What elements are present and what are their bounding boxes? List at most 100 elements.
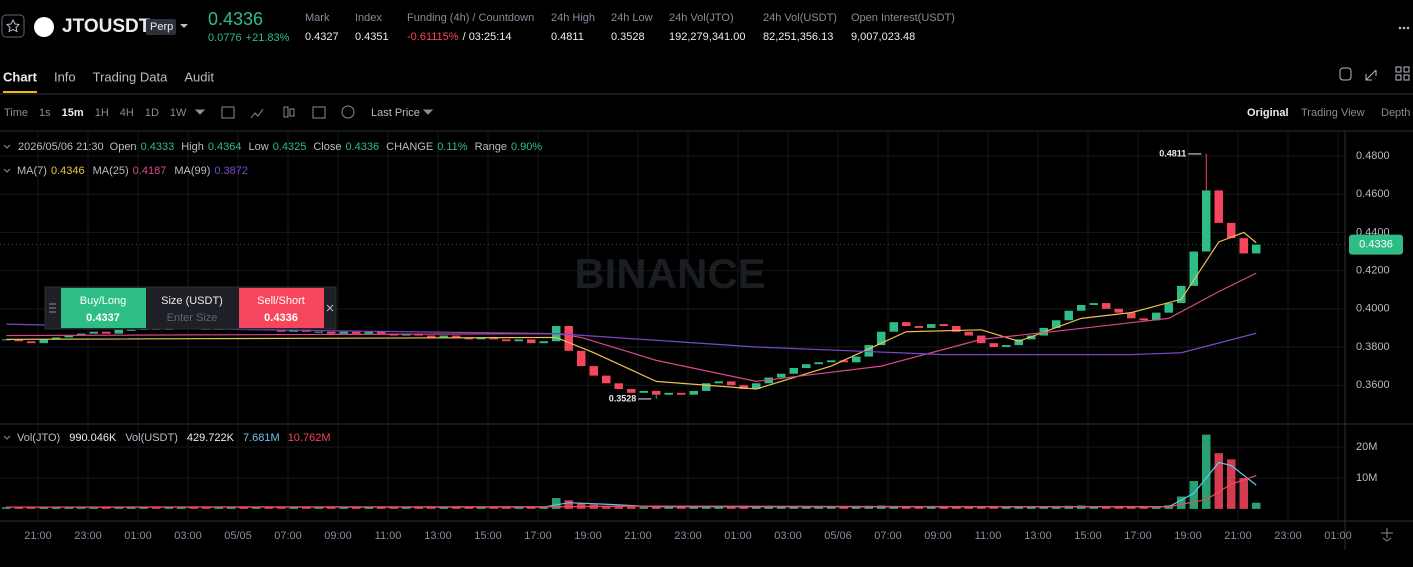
toolbar-icons[interactable] xyxy=(194,105,1393,542)
ma-name: MA(25) xyxy=(93,165,129,177)
candle xyxy=(39,339,48,344)
volume-bar xyxy=(964,507,973,509)
candle xyxy=(1064,310,1073,321)
badge-bg xyxy=(146,19,176,35)
tab[interactable]: Trading Data xyxy=(93,69,168,84)
view[interactable]: Original xyxy=(1247,107,1289,119)
interval[interactable]: 1W xyxy=(170,107,187,119)
volume-bar xyxy=(389,507,398,509)
volume-bar xyxy=(439,507,448,509)
alert-icon[interactable] xyxy=(1339,67,1352,81)
close-icon[interactable] xyxy=(326,304,334,312)
volume-bar xyxy=(1,507,11,509)
ohlc-value: 0.90% xyxy=(511,141,542,153)
candle xyxy=(1177,285,1186,304)
interval[interactable]: 1D xyxy=(145,107,159,119)
tab[interactable]: Audit xyxy=(184,69,214,84)
vol-ma-value: 10.762M xyxy=(288,432,331,444)
candle xyxy=(1052,320,1061,328)
candle xyxy=(427,335,436,338)
volume-bar xyxy=(614,506,623,509)
last-price-tag xyxy=(1349,234,1403,255)
volume-bar xyxy=(764,506,773,509)
plot: BINANCE xyxy=(0,132,1345,521)
ma-line xyxy=(6,323,1257,356)
interval[interactable]: 1H xyxy=(95,107,109,119)
candle xyxy=(502,339,511,342)
volume-bar xyxy=(1202,434,1211,509)
stat-value: / 03:25:14 xyxy=(463,31,512,43)
x-tick-label: 19:00 xyxy=(1174,530,1202,542)
x-tick-label: 17:00 xyxy=(1124,530,1152,542)
interval[interactable]: 4H xyxy=(120,107,134,119)
ohlc-value: 0.11% xyxy=(437,141,468,153)
candle xyxy=(1127,312,1136,319)
price-type[interactable]: Last Price xyxy=(371,107,420,119)
more-icon[interactable] xyxy=(1398,26,1410,30)
candle xyxy=(839,360,848,363)
sell-button[interactable] xyxy=(239,288,324,328)
candle xyxy=(1202,190,1211,252)
stat-value: 82,251,356.13 xyxy=(763,31,833,43)
volume-bar xyxy=(1002,507,1011,509)
token-logo xyxy=(34,17,54,37)
x-tick-label: 19:00 xyxy=(574,530,602,542)
candle xyxy=(1089,303,1098,305)
layout-icon[interactable] xyxy=(1395,66,1410,81)
volume-bar xyxy=(677,506,686,509)
volume-bar xyxy=(377,507,386,509)
drag-handle xyxy=(49,303,56,313)
x-tick-label: 23:00 xyxy=(674,530,702,542)
ohlc-value: 0.4336 xyxy=(345,141,379,153)
view[interactable]: Trading View xyxy=(1301,107,1365,119)
stat-value: -0.61115% xyxy=(407,31,459,43)
candle xyxy=(1252,244,1261,254)
tab[interactable]: Info xyxy=(54,69,76,84)
candle xyxy=(589,366,598,376)
x-tick-label: 01:00 xyxy=(724,530,752,542)
volume-bar xyxy=(739,506,748,509)
ma-value: 0.3872 xyxy=(214,165,248,177)
candle xyxy=(1164,303,1173,313)
tab[interactable]: Chart xyxy=(3,69,38,84)
candle xyxy=(64,335,73,338)
volume-bar xyxy=(539,507,548,509)
stat-value: 0.3528 xyxy=(611,31,645,43)
candle xyxy=(1189,251,1198,286)
volume-bar xyxy=(1064,505,1073,509)
candle xyxy=(439,335,448,338)
volume-bar xyxy=(1239,477,1248,509)
stat-label: Index xyxy=(355,12,382,24)
symbol-dropdown[interactable] xyxy=(180,24,188,28)
volume-bar xyxy=(77,507,86,509)
favorite-button[interactable] xyxy=(1,14,25,38)
candle xyxy=(752,383,761,390)
candle xyxy=(939,324,948,326)
view[interactable]: Depth xyxy=(1381,107,1410,119)
candle xyxy=(1114,308,1123,313)
price-change: 0.0776 xyxy=(208,32,242,44)
collapse-arrows[interactable] xyxy=(3,144,11,440)
candle xyxy=(777,373,786,378)
volume-bar xyxy=(777,507,786,509)
x-tick-label: 13:00 xyxy=(1024,530,1052,542)
y-tick-label: 0.4000 xyxy=(1356,303,1390,315)
interval[interactable]: Time xyxy=(4,107,28,119)
expand-icon[interactable] xyxy=(1365,69,1377,81)
y-tick-label: 0.3600 xyxy=(1356,379,1390,391)
x-tick-label: 13:00 xyxy=(424,530,452,542)
buy-button[interactable] xyxy=(61,288,146,328)
candle xyxy=(877,331,886,346)
candle xyxy=(852,356,861,363)
volume-bar xyxy=(477,507,486,509)
interval[interactable]: 1s xyxy=(39,107,51,119)
candle xyxy=(1102,303,1111,309)
ui: JTOUSDT Perp 0.4336 0.0776 +21.83% Mark 0.4327… xyxy=(3,9,1410,542)
candle xyxy=(1077,304,1086,311)
interval[interactable]: 15m xyxy=(62,107,84,119)
volume-bar xyxy=(102,507,111,509)
candle xyxy=(464,337,473,340)
symbol: JTOUSDT xyxy=(62,16,151,37)
candle xyxy=(1239,238,1248,254)
